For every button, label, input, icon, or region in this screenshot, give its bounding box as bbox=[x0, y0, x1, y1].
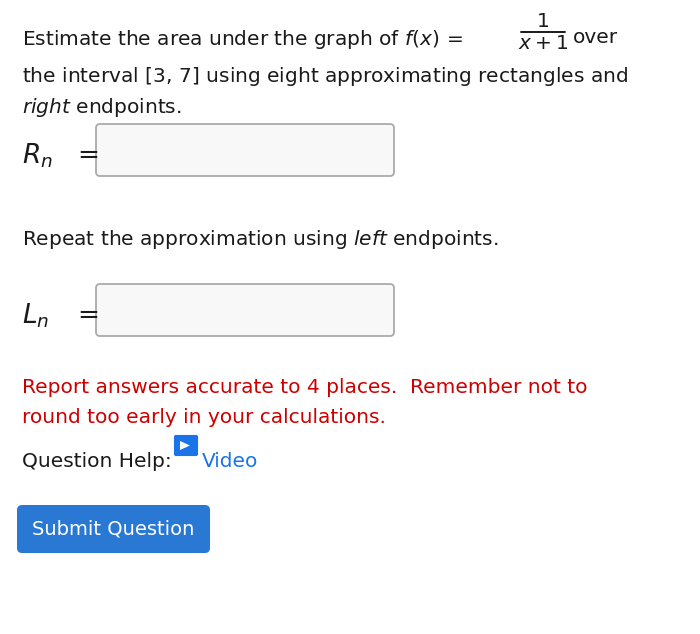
Text: the interval $[3,\,7]$ using eight approximating rectangles and: the interval $[3,\,7]$ using eight appro… bbox=[22, 65, 628, 88]
Text: $\mathit{right}$ endpoints.: $\mathit{right}$ endpoints. bbox=[22, 96, 182, 119]
Text: Estimate the area under the graph of $f(x)\,=$: Estimate the area under the graph of $f(… bbox=[22, 28, 463, 51]
Text: Submit Question: Submit Question bbox=[32, 519, 195, 538]
Text: round too early in your calculations.: round too early in your calculations. bbox=[22, 408, 386, 427]
Text: $x+1$: $x+1$ bbox=[518, 34, 568, 53]
FancyBboxPatch shape bbox=[96, 284, 394, 336]
Text: $R_n$: $R_n$ bbox=[22, 141, 52, 169]
Text: Video: Video bbox=[202, 452, 258, 471]
FancyBboxPatch shape bbox=[17, 505, 210, 553]
Text: over: over bbox=[573, 28, 618, 47]
Text: $=$: $=$ bbox=[72, 141, 99, 167]
Text: $1$: $1$ bbox=[536, 12, 550, 31]
Text: Repeat the approximation using $\mathit{left}$ endpoints.: Repeat the approximation using $\mathit{… bbox=[22, 228, 498, 251]
Polygon shape bbox=[180, 441, 190, 450]
Text: Report answers accurate to 4 places.  Remember not to: Report answers accurate to 4 places. Rem… bbox=[22, 378, 587, 397]
FancyBboxPatch shape bbox=[174, 436, 197, 455]
Text: Question Help:: Question Help: bbox=[22, 452, 171, 471]
Text: $=$: $=$ bbox=[72, 301, 99, 327]
Text: $L_n$: $L_n$ bbox=[22, 301, 49, 330]
FancyBboxPatch shape bbox=[96, 124, 394, 176]
